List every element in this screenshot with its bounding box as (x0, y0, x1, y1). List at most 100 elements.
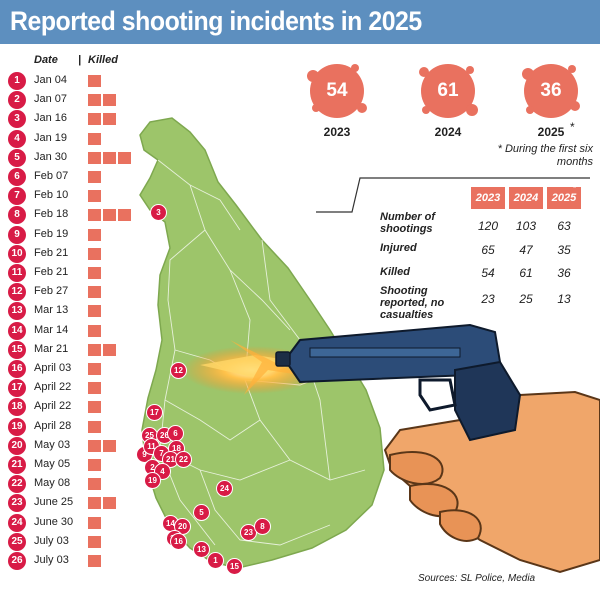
incident-number-badge: 26 (8, 552, 26, 570)
incident-number-badge: 23 (8, 494, 26, 513)
map-marker: 15 (226, 558, 243, 575)
incident-date: Jan 19 (34, 131, 68, 144)
incident-date: May 08 (34, 477, 71, 490)
incident-date: Feb 21 (34, 246, 69, 259)
incident-number-badge: 14 (8, 321, 26, 340)
incident-number-badge: 13 (8, 302, 26, 321)
killed-square (88, 343, 101, 356)
incident-date: Jan 16 (34, 112, 68, 125)
killed-header: Killed (88, 54, 118, 66)
splat-value-2023: 54 (326, 80, 348, 101)
source-credit: Sources: SL Police, Media (418, 573, 536, 584)
killed-square (118, 209, 131, 222)
incident-date: Jan 07 (34, 93, 68, 106)
killed-square (88, 132, 101, 145)
killed-square (88, 516, 101, 529)
cell-shootings-2024: 103 (515, 219, 537, 233)
incident-date: Feb 27 (34, 285, 69, 298)
map-marker: 16 (170, 533, 187, 550)
killed-square (88, 171, 101, 183)
killed-square (88, 401, 101, 414)
cell-killed-2024: 61 (519, 266, 533, 280)
incident-date: Feb 19 (34, 227, 69, 240)
killed-square (118, 151, 131, 164)
killed-header-divider: | (78, 54, 82, 66)
incident-date: Mar 21 (34, 342, 69, 355)
incident-date: Mar 13 (34, 304, 69, 317)
map-marker: 13 (193, 541, 210, 558)
year-label-2024: 2024 (434, 125, 462, 139)
incident-number-badge: 22 (8, 475, 26, 494)
incident-date: April 22 (34, 400, 72, 413)
killed-square (88, 151, 101, 164)
killed-square (88, 190, 101, 203)
incident-date: July 03 (34, 554, 69, 566)
incident-date: Feb 10 (34, 189, 69, 202)
incident-number-badge: 24 (8, 513, 26, 532)
date-header: Date (34, 54, 58, 66)
page-title: Reported shooting incidents in 2025 (10, 6, 422, 36)
killed-square (103, 343, 116, 356)
killed-square (88, 324, 101, 337)
killed-square (88, 247, 101, 260)
incident-number-badge: 4 (8, 129, 26, 148)
cell-killed-2025: 36 (557, 266, 571, 280)
incident-date: Feb 07 (34, 170, 69, 182)
incident-number-badge: 9 (8, 225, 26, 244)
incident-date: June 25 (34, 496, 74, 509)
incident-date: May 03 (34, 438, 71, 451)
killed-square (103, 113, 116, 126)
gun-grip (454, 360, 522, 442)
incident-date: April 28 (34, 419, 72, 432)
killed-square (88, 363, 101, 375)
incident-number-badge: 20 (8, 436, 26, 455)
incident-number-badge: 2 (8, 91, 26, 110)
killed-square (88, 286, 101, 299)
killed-square (88, 75, 101, 87)
killed-square (88, 535, 101, 548)
row-label-killed: Killed (380, 266, 410, 278)
incident-number-badge: 8 (8, 206, 26, 225)
killed-square (88, 420, 101, 433)
incident-number-badge: 6 (8, 168, 26, 186)
incident-number-badge: 7 (8, 187, 26, 206)
map-marker: 1 (207, 552, 224, 569)
killed-square (88, 497, 101, 510)
incident-date: Mar 14 (34, 323, 69, 336)
killed-square (88, 94, 101, 107)
cell-injured-2023: 65 (481, 243, 495, 257)
incident-date: June 30 (34, 515, 74, 528)
incident-date: Jan 04 (34, 74, 68, 86)
map-marker: 5 (193, 504, 210, 521)
killed-square (88, 382, 101, 395)
cell-nocas-2024: 25 (519, 292, 533, 306)
killed-square (88, 305, 101, 318)
incident-number-badge: 3 (8, 110, 26, 129)
incident-number-badge: 11 (8, 264, 26, 282)
incident-number-badge: 12 (8, 283, 26, 302)
map-marker: 3 (150, 204, 167, 221)
incident-date: Jan 30 (34, 150, 68, 163)
row-label-injured: Injured (380, 242, 417, 254)
incident-number-badge: 5 (8, 148, 26, 167)
incident-date: April 22 (34, 381, 72, 394)
killed-square (88, 478, 101, 491)
incident-number-badge: 15 (8, 340, 26, 359)
killed-square (88, 228, 101, 241)
incident-date: April 03 (34, 362, 72, 374)
incident-number-badge: 10 (8, 244, 26, 263)
incident-date: May 05 (34, 458, 71, 470)
incident-number-badge: 1 (8, 72, 26, 90)
incident-date: July 03 (34, 534, 69, 547)
title-bar: Reported shooting incidents in 2025 (0, 0, 600, 44)
killed-square (88, 267, 101, 279)
map-marker: 8 (254, 518, 271, 535)
map-marker: 17 (146, 404, 163, 421)
killed-square (88, 113, 101, 126)
killed-square (88, 209, 101, 222)
splat-value-2025: 36 (540, 80, 562, 101)
incident-number-badge: 19 (8, 417, 26, 436)
splat-value-2024: 61 (437, 80, 459, 101)
cell-injured-2024: 47 (519, 243, 533, 257)
